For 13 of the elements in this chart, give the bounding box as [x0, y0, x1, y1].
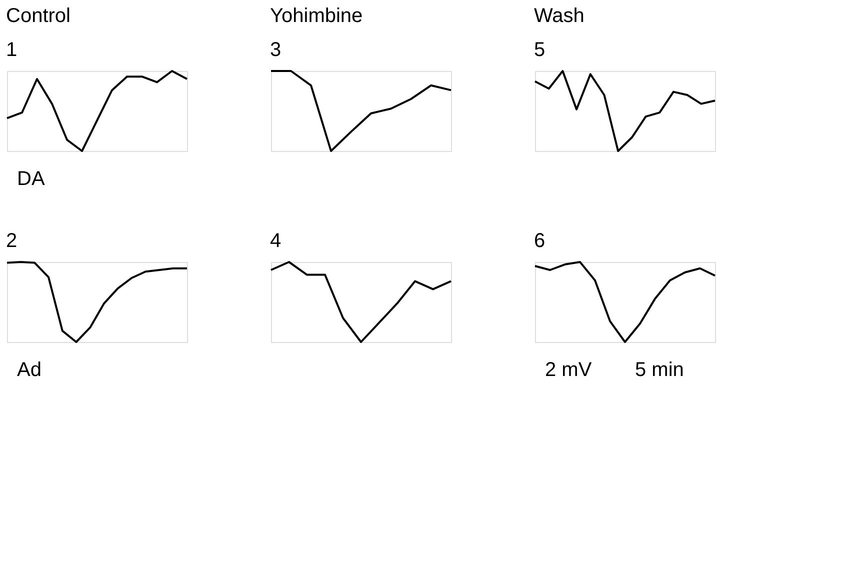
text: Ad: [17, 359, 42, 381]
chart-subtitle: 3: [270, 39, 282, 61]
chart-subtitle: 1: [6, 39, 18, 61]
chart-title: 6: [534, 230, 546, 252]
chart-title: Yohimbine: [270, 5, 363, 27]
chart-subtitle: 5: [534, 39, 546, 61]
text: 2 mV: [545, 359, 592, 381]
chart-title: Wash: [534, 5, 584, 27]
chart-title: 4: [270, 230, 282, 252]
text: DA: [17, 168, 46, 190]
text: 5 min: [635, 359, 684, 381]
chart-title: 2: [6, 230, 18, 252]
chart-title: Control: [6, 5, 70, 27]
